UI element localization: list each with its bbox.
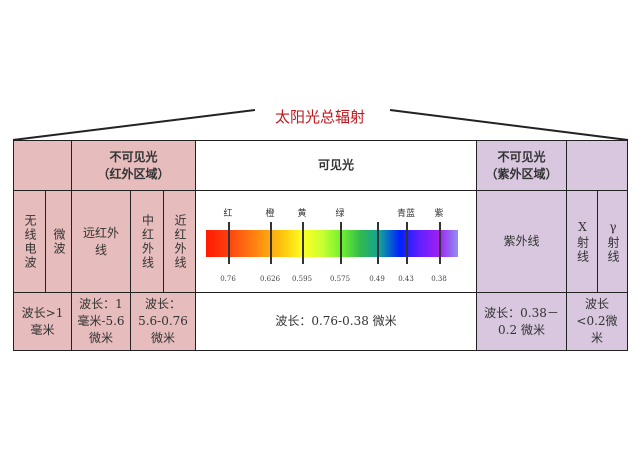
wavelength-tick-label: 0.76 (220, 275, 236, 283)
uv-heading: 不可见光 (497, 149, 546, 164)
spectrum-tick (270, 222, 272, 264)
spectrum-chart: 红 0.76 橙 0.626 黄 0.595 绿 0.575 0.49 青蓝 0.43 紫 0.38 (196, 191, 476, 291)
ir-heading: 不可见光 (109, 149, 158, 164)
wavelength-tick-label: 0.38 (431, 275, 447, 283)
diagram-title: 太阳光总辐射 (274, 108, 365, 126)
bracket-left (12, 109, 256, 141)
wavelength-visible: 波长：0.76-0.38 微米 (195, 292, 477, 351)
band-radio: 无线电波 (23, 213, 37, 270)
band-xray: X射线 (575, 219, 590, 264)
band-gamma: γ射线 (606, 219, 620, 264)
spectrum-tick (439, 222, 441, 264)
spectrum-bar (206, 230, 458, 257)
bracket-right (389, 109, 629, 141)
wavelength-tick-label: 0.43 (398, 275, 414, 283)
spectrum-tick (377, 222, 379, 264)
header-ultraviolet: 不可见光 （紫外区域） (476, 140, 567, 191)
wavelength-radio-micro: 波长>1毫米 (13, 292, 72, 351)
band-near-ir: 近红外线 (173, 213, 187, 270)
header-empty-right (566, 140, 628, 191)
wavelength-tick-label: 0.49 (369, 275, 385, 283)
band-mid-ir: 中红外线 (140, 213, 155, 270)
band-ultraviolet: 紫外线 (476, 190, 567, 293)
color-label: 黄 (297, 209, 307, 219)
band-far-ir: 远红外线 (71, 190, 131, 293)
band-microwave: 微波 (52, 227, 66, 256)
wavelength-tick-label: 0.595 (291, 275, 313, 283)
color-label: 红 (223, 209, 233, 219)
header-infrared: 不可见光 （红外区域） (71, 140, 196, 191)
wavelength-uv: 波长：0.38－0.2 微米 (476, 292, 567, 351)
uv-subheading: （紫外区域） (485, 166, 558, 181)
color-label: 橙 (265, 209, 275, 219)
visible-spectrum-cell: 红 0.76 橙 0.626 黄 0.595 绿 0.575 0.49 青蓝 0.43 紫 0.38 (195, 190, 477, 293)
wavelength-tick-label: 0.575 (329, 275, 351, 283)
header-empty-left (13, 140, 72, 191)
wavelength-tick-label: 0.626 (259, 275, 281, 283)
color-label: 紫 (434, 209, 444, 219)
spectrum-tick (406, 222, 408, 264)
header-visible: 可见光 (195, 140, 477, 191)
color-label: 青蓝 (396, 209, 416, 219)
ir-subheading: （红外区域） (97, 166, 170, 181)
color-label: 绿 (335, 209, 345, 219)
bracket-lines (12, 109, 629, 141)
spectrum-tick (340, 222, 342, 264)
wavelength-mid-near-ir: 波长：5.6-0.76微米 (130, 292, 196, 351)
spectrum-tick (228, 222, 230, 264)
spectrum-tick (302, 222, 304, 264)
wavelength-xray-gamma: 波长<0.2微米 (566, 292, 628, 351)
wavelength-far-ir: 波长：1毫米-5.6微米 (71, 292, 131, 351)
